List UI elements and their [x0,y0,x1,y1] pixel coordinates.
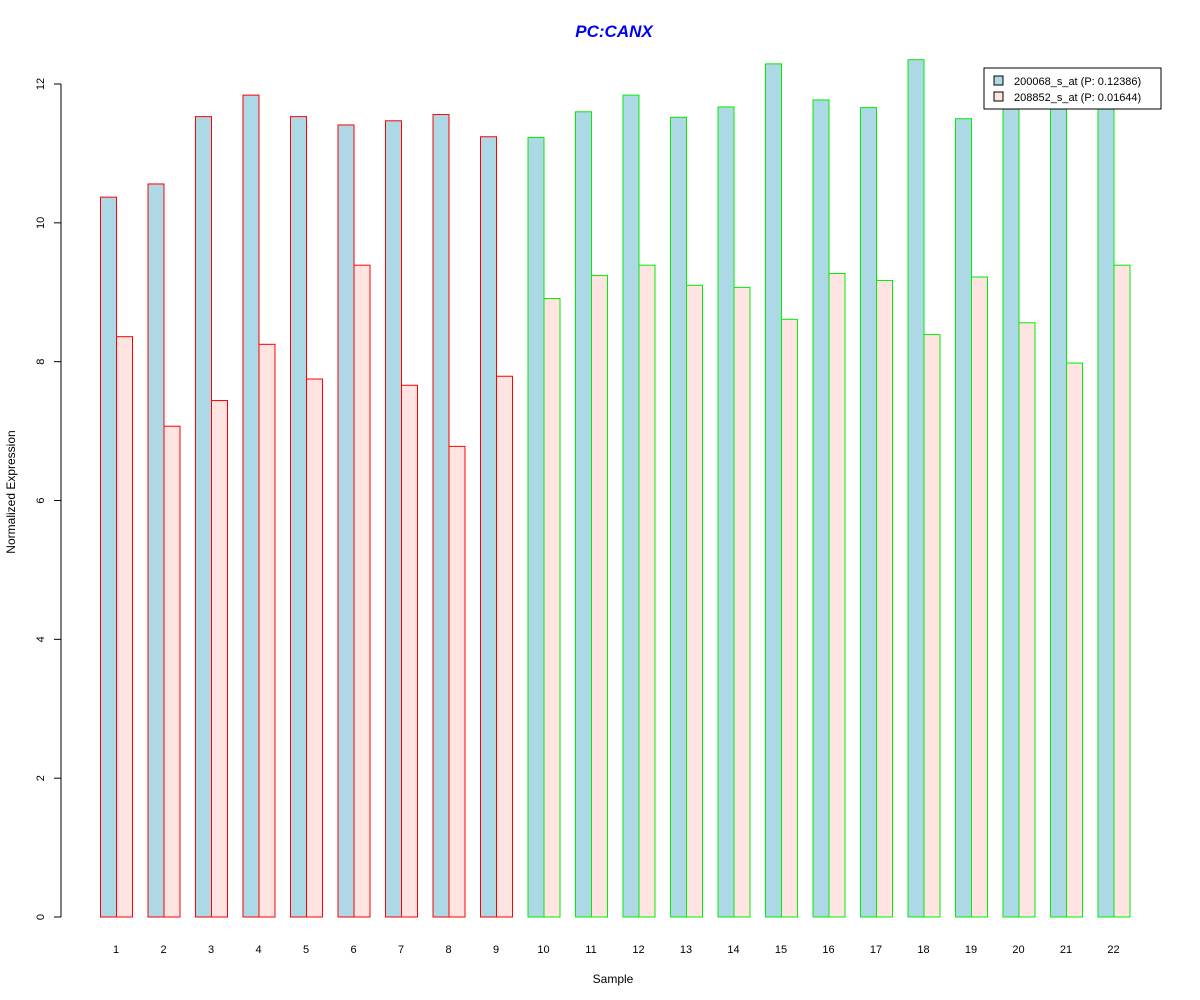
bar-sample-1-series-1 [100,196,117,918]
bar-sample-12-series-2 [638,264,656,918]
bar-sample-21-series-2 [1066,362,1083,918]
bar-sample-10-series-1 [527,136,545,918]
bar-sample-9-series-2 [496,375,513,918]
bar-sample-19-series-1 [955,118,972,918]
bar-sample-18-series-2 [923,334,941,918]
bar-sample-20-series-2 [1018,322,1036,918]
x-tick-labels: 1 2 3 4 5 6 7 8 9 10 11 12 13 14 15 16 17 18 19 20 21 22 [113,944,1120,956]
bar-sample-6-series-1 [337,124,355,918]
x-tick-label: 15 [775,944,787,956]
x-tick-label: 17 [870,944,882,956]
chart-title: PC:CANX [575,22,654,41]
bar-sample-17-series-2 [876,279,893,918]
bar-sample-2-series-1 [147,183,165,918]
y-tick-label: 10 [35,217,47,229]
bar-sample-4-series-2 [258,343,276,918]
x-tick-label: 22 [1107,944,1119,956]
y-tick-label: 12 [35,78,47,90]
y-tick-label: 4 [35,636,47,642]
bar-sample-15-series-2 [781,318,798,918]
bar-sample-8-series-1 [432,114,450,918]
x-tick-label: 3 [208,944,214,956]
x-tick-label: 6 [350,944,356,956]
bar-sample-5-series-2 [306,378,323,918]
bar-sample-18-series-1 [907,59,925,918]
y-tick-label: 6 [35,497,47,503]
x-tick-label: 5 [303,944,309,956]
x-axis-label: Sample [593,972,634,986]
bar-sample-7-series-2 [401,384,418,918]
bar-sample-10-series-2 [543,297,561,918]
bar-sample-19-series-2 [971,276,988,918]
bar-sample-11-series-1 [575,111,592,918]
y-axis: 0 2 4 6 8 10 12 [35,78,62,920]
bar-sample-3-series-1 [195,116,212,918]
bar-sample-13-series-2 [686,284,703,918]
x-tick-label: 4 [255,944,261,956]
bar-sample-14-series-1 [717,106,735,918]
x-tick-label: 13 [680,944,692,956]
bar-sample-1-series-2 [116,336,133,918]
x-tick-label: 7 [398,944,404,956]
bar-sample-22-series-1 [1097,106,1115,918]
bar-sample-17-series-1 [860,107,877,918]
legend-swatch-series-1 [993,75,1004,86]
bar-sample-8-series-2 [448,445,466,918]
legend: 200068_s_at (P: 0.12386) 208852_s_at (P:… [983,67,1162,110]
bar-sample-14-series-2 [733,286,751,918]
x-tick-label: 1 [113,944,119,956]
x-tick-label: 2 [160,944,166,956]
x-tick-label: 20 [1012,944,1024,956]
x-tick-label: 11 [585,944,596,956]
bar-sample-16-series-1 [812,99,830,918]
bar-sample-16-series-2 [828,273,846,918]
x-tick-label: 21 [1060,944,1072,956]
x-tick-label: 9 [493,944,499,956]
bar-sample-12-series-1 [622,94,640,918]
bar-sample-15-series-1 [765,63,782,918]
legend-label-series-1: 200068_s_at (P: 0.12386) [1014,76,1141,88]
bar-sample-20-series-1 [1002,106,1020,918]
bar-sample-3-series-2 [211,400,228,918]
y-tick-label: 0 [35,914,47,920]
bar-sample-13-series-1 [670,116,687,918]
bar-sample-6-series-2 [353,264,371,918]
bar-sample-9-series-1 [480,136,497,918]
x-tick-label: 8 [445,944,451,956]
bar-sample-7-series-1 [385,120,402,918]
y-tick-label: 2 [35,775,47,781]
bar-sample-22-series-2 [1113,264,1131,918]
bar-sample-11-series-2 [591,275,608,918]
bar-sample-21-series-1 [1050,106,1067,918]
y-axis-label: Normalized Expression [4,430,18,553]
bar-sample-2-series-2 [163,425,181,918]
legend-label-series-2: 208852_s_at (P: 0.01644) [1014,92,1141,104]
bars-layer [100,59,1131,918]
y-ticks: 0 2 4 6 8 10 12 [35,78,61,920]
x-tick-label: 10 [537,944,549,956]
legend-box [983,67,1162,110]
legend-swatch-series-2 [993,91,1004,102]
bar-sample-5-series-1 [290,116,307,918]
x-tick-label: 16 [822,944,834,956]
x-tick-label: 19 [965,944,977,956]
y-tick-label: 8 [35,359,47,365]
bar-sample-4-series-1 [242,94,260,918]
x-tick-label: 12 [632,944,644,956]
x-tick-label: 14 [727,944,739,956]
x-tick-label: 18 [917,944,929,956]
